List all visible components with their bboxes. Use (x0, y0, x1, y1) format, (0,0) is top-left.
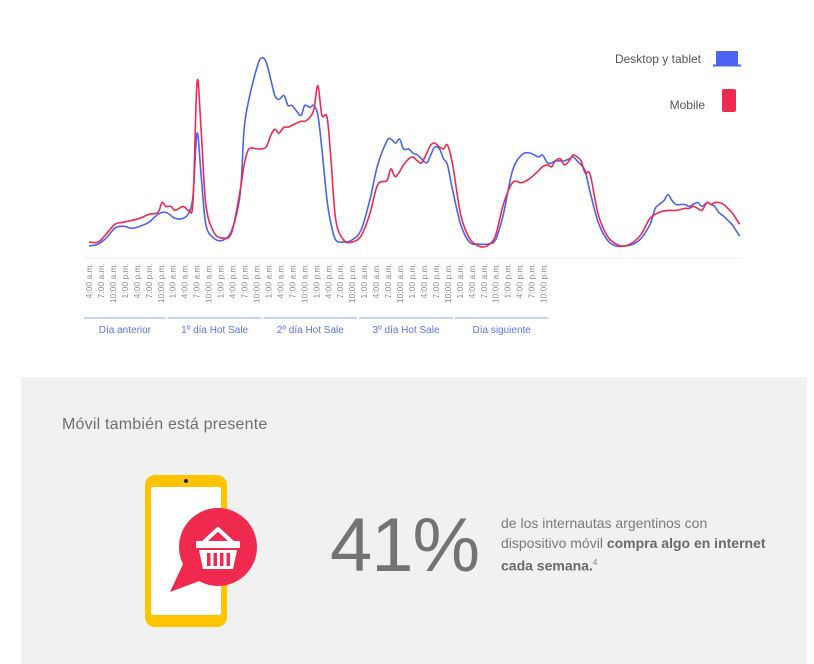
stat-description: de los internautas argentinos con dispos… (501, 514, 771, 576)
x-tick-label: 7:00 p.m. (335, 263, 345, 298)
x-tick-label: 7:00 a.m. (96, 263, 106, 298)
x-group-labels: Día anterior 1º día Hot Sale 2º día Hot Sa… (84, 317, 549, 336)
x-tick-label: 7:00 p.m. (527, 263, 537, 298)
x-tick-label: 10:00 a.m. (395, 263, 405, 303)
x-tick-label: 1:00 a.m. (359, 263, 369, 298)
stat-description-bold: compra algo en internet cada semana. (501, 534, 766, 574)
phone-shopping-basket-icon (140, 470, 265, 630)
phone-camera (184, 479, 188, 483)
series-line-desktop (88, 57, 741, 248)
x-tick-label: 7:00 a.m. (287, 263, 297, 298)
x-tick-label: 1:00 p.m. (503, 263, 513, 298)
x-tick-label: 7:00 p.m. (431, 263, 441, 298)
x-tick-label: 4:00 a.m. (84, 263, 94, 298)
footnote-ref: 4 (592, 558, 598, 567)
x-tick-label: 4:00 a.m. (275, 263, 285, 298)
panel-title: Móvil también está presente (62, 416, 268, 433)
x-tick-label: 1:00 a.m. (455, 263, 465, 298)
x-tick-label: 7:00 p.m. (144, 263, 154, 298)
x-tick-label: 4:00 p.m. (419, 263, 429, 298)
group-label: 1º día Hot Sale (181, 325, 248, 336)
x-tick-label: 4:00 p.m. (132, 263, 142, 298)
x-tick-label: 10:00 a.m. (491, 263, 501, 303)
x-tick-label: 1:00 p.m. (120, 263, 130, 298)
traffic-line-chart: 4:00 a.m. 7:00 a.m. 10:00 a.m. 1:00 p.m. 4:0… (84, 51, 742, 336)
x-tick-label: 10:00 p.m. (443, 263, 453, 303)
laptop-icon-base (713, 64, 741, 67)
legend-mobile-label: Mobile (669, 98, 705, 112)
x-tick-label: 1:00 p.m. (311, 263, 321, 298)
x-tick-label: 7:00 a.m. (383, 263, 393, 298)
x-tick-label: 10:00 p.m. (347, 263, 357, 303)
x-tick-label: 4:00 p.m. (515, 263, 525, 298)
x-tick-label: 10:00 a.m. (299, 263, 309, 303)
x-tick-label: 4:00 a.m. (180, 263, 190, 298)
x-tick-label: 10:00 a.m. (204, 263, 214, 303)
stat-description-plain: de los internautas argentinos con dispos… (501, 515, 708, 551)
legend-desktop-icon (713, 51, 741, 67)
legend-desktop-label: Desktop y tablet (614, 52, 701, 66)
group-label: 2º día Hot Sale (277, 325, 344, 336)
series-line-mobile (88, 78, 741, 248)
x-tick-label: 4:00 a.m. (371, 263, 381, 298)
x-tick-label: 1:00 a.m. (168, 263, 178, 298)
x-tick-labels: 4:00 a.m. 7:00 a.m. 10:00 a.m. 1:00 p.m. 4:0… (84, 263, 549, 303)
x-tick-label: 7:00 a.m. (479, 263, 489, 298)
x-tick-label: 1:00 p.m. (216, 263, 226, 298)
series-layer (88, 57, 741, 248)
x-tick-label: 10:00 p.m. (156, 263, 166, 303)
x-tick-label: 4:00 p.m. (323, 263, 333, 298)
x-tick-label: 4:00 p.m. (228, 263, 238, 298)
laptop-icon (716, 51, 738, 65)
x-tick-label: 10:00 p.m. (252, 263, 262, 303)
group-label: Día anterior (99, 325, 152, 336)
x-tick-label: 7:00 a.m. (192, 263, 202, 298)
x-tick-label: 7:00 p.m. (240, 263, 250, 298)
x-tick-label: 4:00 a.m. (467, 263, 477, 298)
stat-percentage: 41% (330, 503, 480, 588)
group-label: Día siguiente (473, 325, 532, 336)
x-tick-label: 1:00 a.m. (263, 263, 273, 298)
speech-bubble-tail (170, 562, 202, 592)
x-tick-label: 10:00 a.m. (108, 263, 118, 303)
x-tick-label: 1:00 p.m. (407, 263, 417, 298)
x-tick-label: 10:00 p.m. (539, 263, 549, 303)
phone-icon (722, 89, 736, 112)
group-label: 3º día Hot Sale (372, 325, 439, 336)
